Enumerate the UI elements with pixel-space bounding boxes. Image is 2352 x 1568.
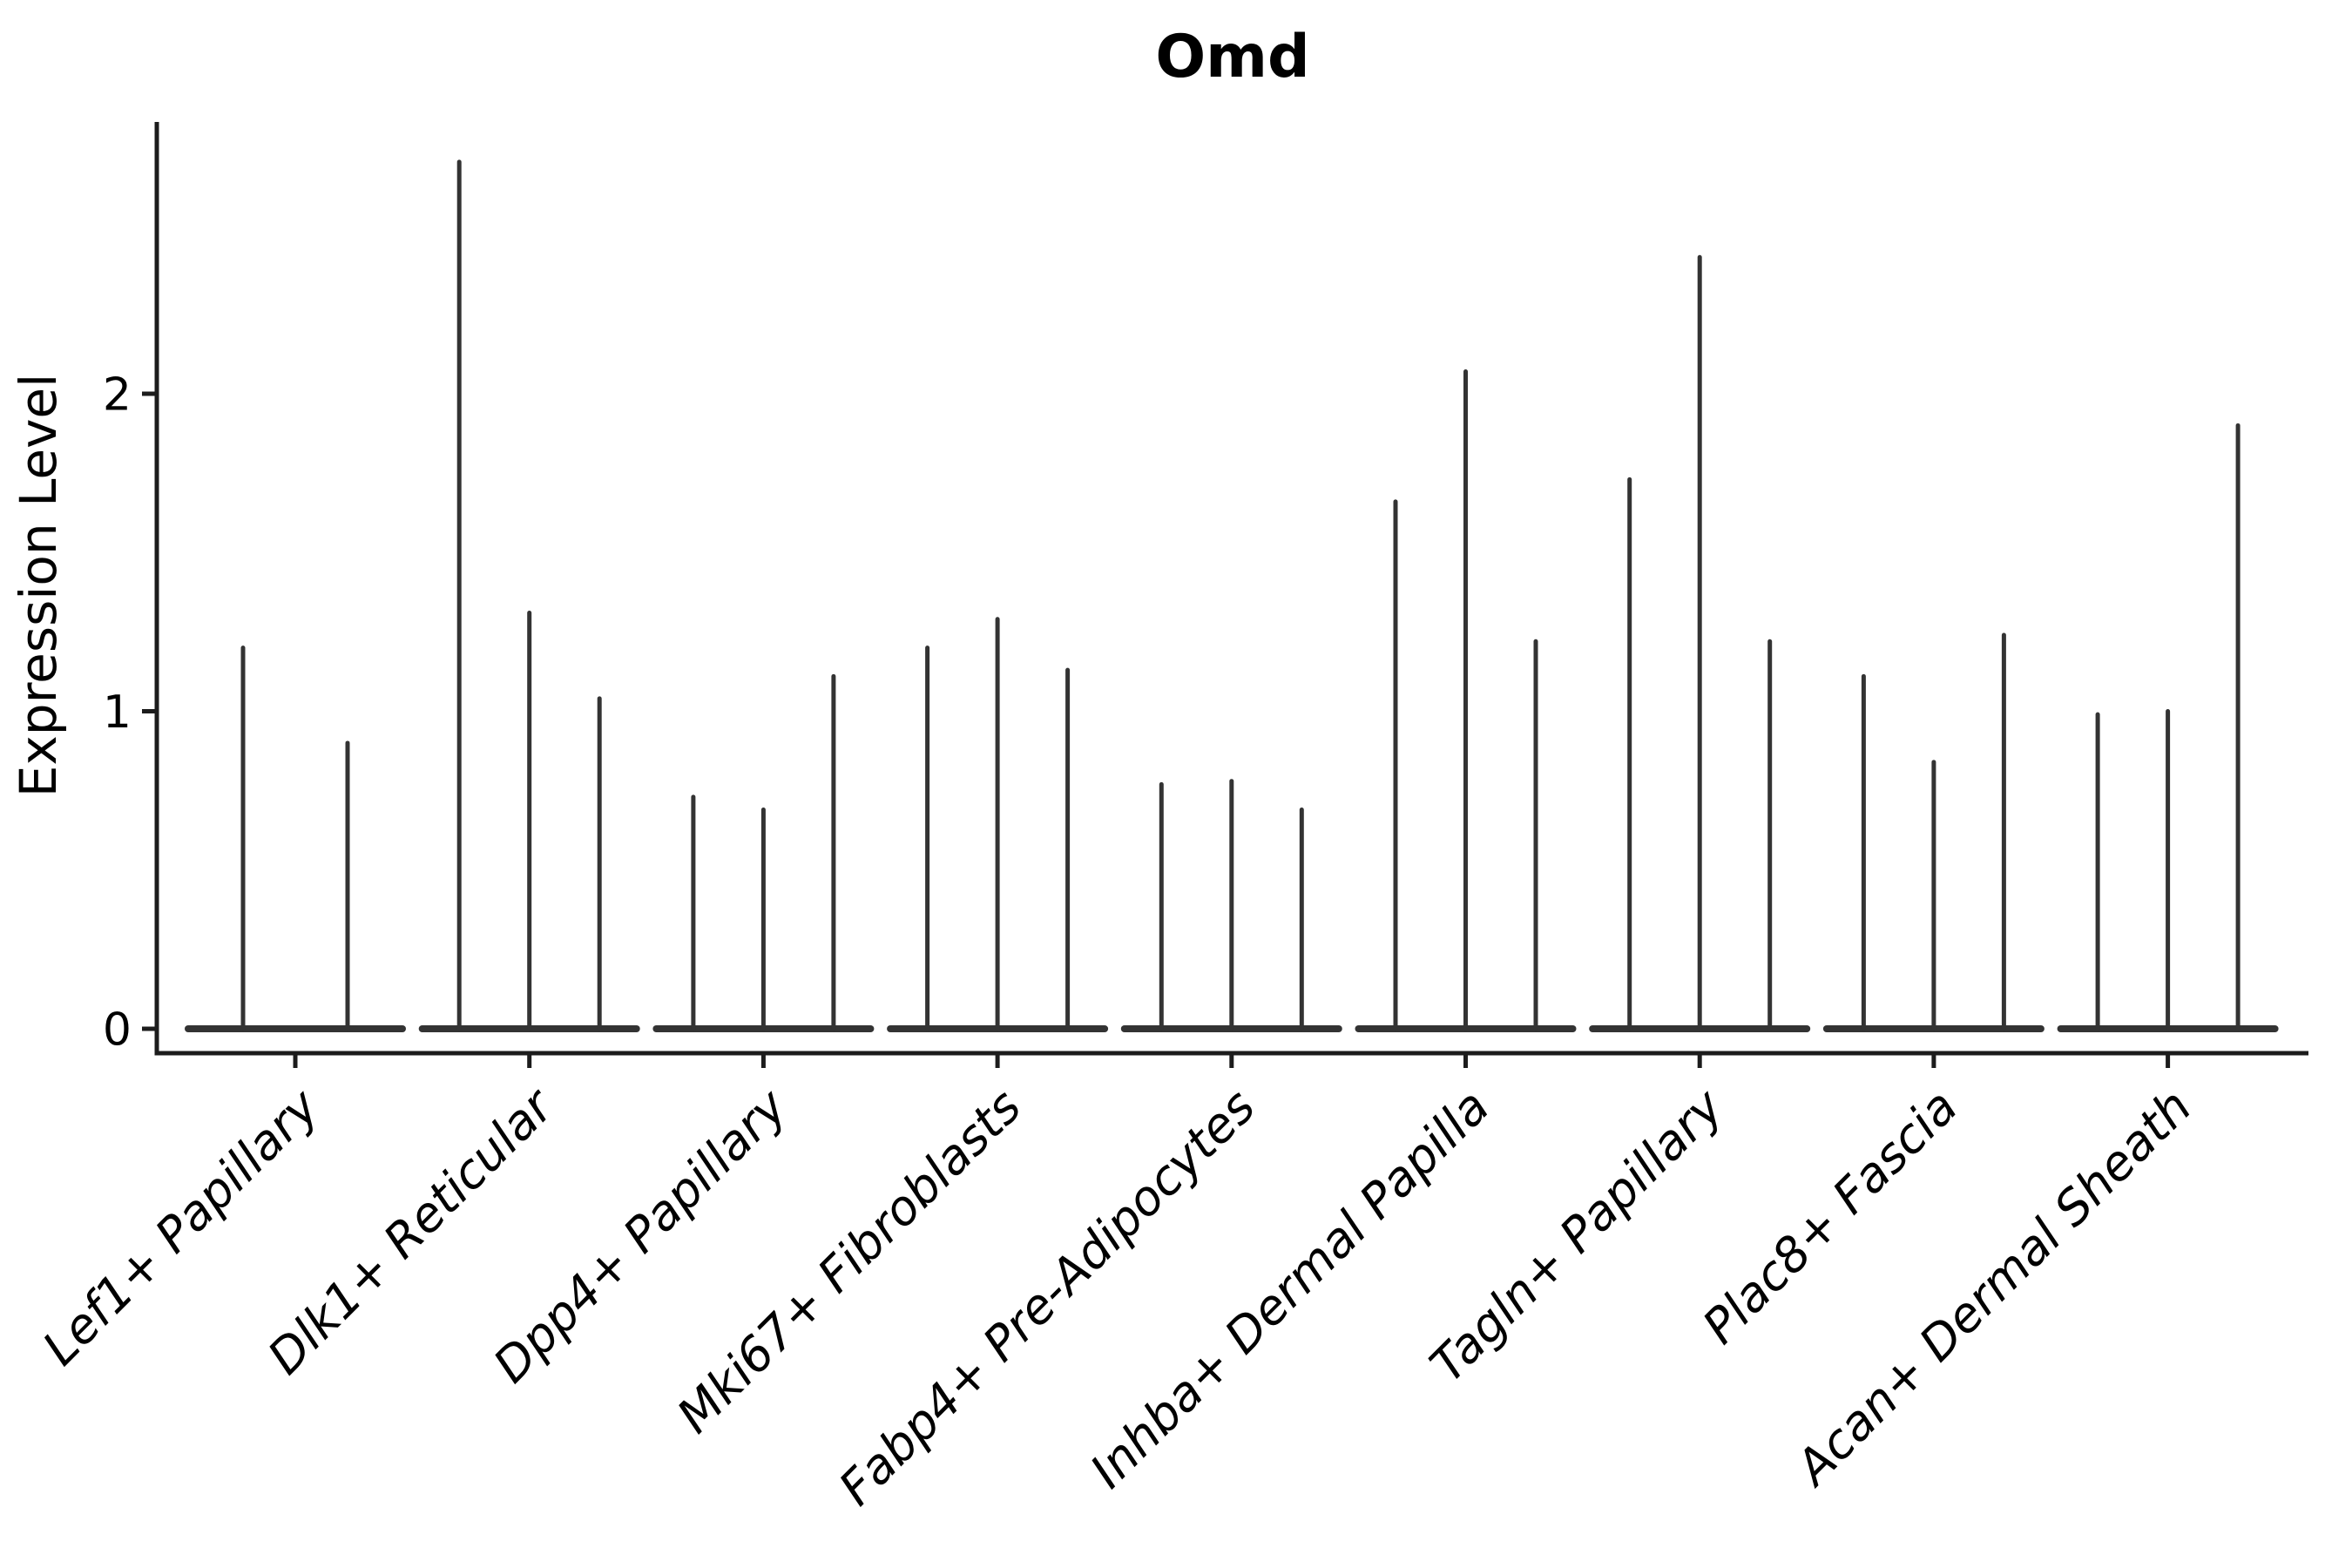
y-tick-label: 1 (103, 686, 132, 739)
x-tick-label: Inhba+ Dermal Papilla (1079, 1078, 1499, 1498)
y-tick-label: 2 (103, 369, 132, 422)
x-tick-label: Acan+ Dermal Sheath (1783, 1078, 2202, 1497)
x-tick-label: Fabp4+ Pre-Adipocytes (828, 1078, 1266, 1516)
y-tick-label: 0 (103, 1004, 132, 1057)
chart-title: Omd (1155, 23, 1310, 91)
x-tick-label: Plac8+ Fascia (1692, 1078, 1968, 1355)
